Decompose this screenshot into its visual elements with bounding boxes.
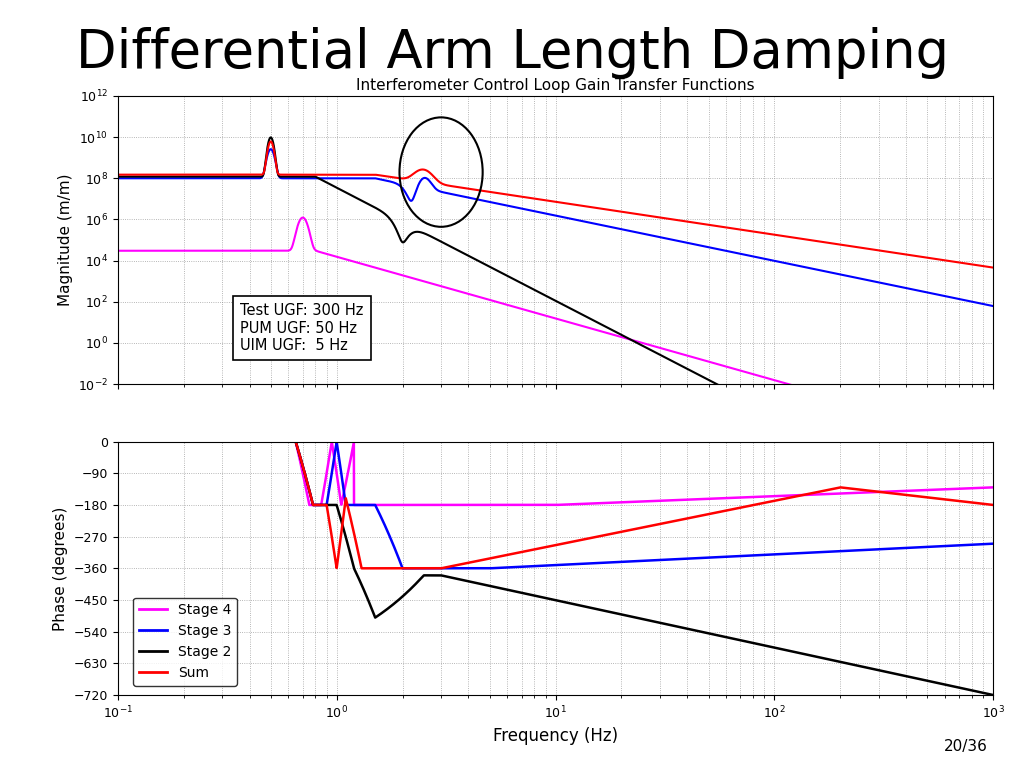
Text: Test UGF: 300 Hz
PUM UGF: 50 Hz
UIM UGF:  5 Hz: Test UGF: 300 Hz PUM UGF: 50 Hz UIM UGF:… [241,303,364,353]
Text: Differential Arm Length Damping: Differential Arm Length Damping [76,27,948,79]
Y-axis label: Phase (degrees): Phase (degrees) [53,506,69,631]
Title: Interferometer Control Loop Gain Transfer Functions: Interferometer Control Loop Gain Transfe… [356,78,755,94]
Text: 20/36: 20/36 [944,739,988,754]
X-axis label: Frequency (Hz): Frequency (Hz) [493,727,618,745]
Y-axis label: Magnitude (m/m): Magnitude (m/m) [57,174,73,306]
Legend: Stage 4, Stage 3, Stage 2, Sum: Stage 4, Stage 3, Stage 2, Sum [133,598,237,686]
